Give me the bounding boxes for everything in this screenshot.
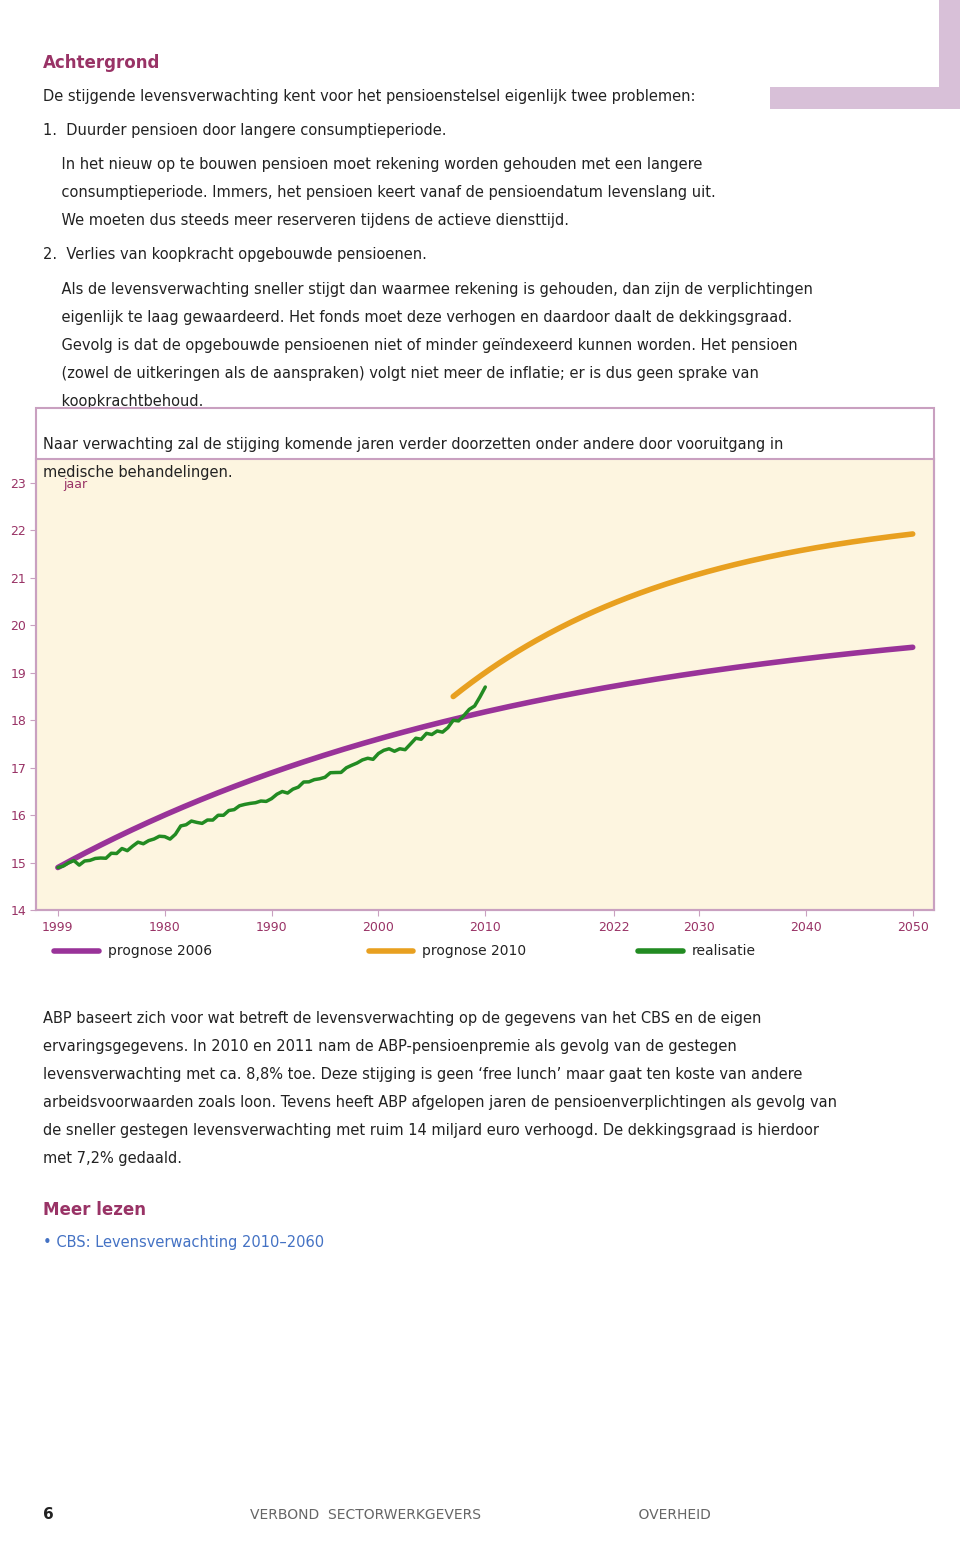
Text: met 7,2% gedaald.: met 7,2% gedaald. [43,1151,182,1167]
Text: koopkrachtbehoud.: koopkrachtbehoud. [43,394,204,409]
Text: (resterende) Levensverwachting op 65-jarige leeftijd in Nederland, 1970 – 2050 (: (resterende) Levensverwachting op 65-jar… [50,426,647,440]
Text: realisatie: realisatie [692,944,756,957]
Text: Meer lezen: Meer lezen [43,1201,146,1220]
Text: prognose 2010: prognose 2010 [422,944,527,957]
Text: De stijgende levensverwachting kent voor het pensioenstelsel eigenlijk twee prob: De stijgende levensverwachting kent voor… [43,89,696,104]
Text: • CBS: Levensverwachting 2010–2060: • CBS: Levensverwachting 2010–2060 [43,1235,324,1251]
Text: (zowel de uitkeringen als de aanspraken) volgt niet meer de inflatie; er is dus : (zowel de uitkeringen als de aanspraken)… [43,366,759,381]
Text: jaar: jaar [63,478,87,492]
Text: Achtergrond: Achtergrond [43,54,160,73]
Text: 2.  Verlies van koopkracht opgebouwde pensioenen.: 2. Verlies van koopkracht opgebouwde pen… [43,247,427,263]
Text: VERBOND  SECTORWERKGEVERS                                    OVERHEID: VERBOND SECTORWERKGEVERS OVERHEID [250,1508,710,1522]
Text: medische behandelingen.: medische behandelingen. [43,465,233,481]
Text: 1.  Duurder pensioen door langere consumptieperiode.: 1. Duurder pensioen door langere consump… [43,123,446,138]
Text: prognose 2006: prognose 2006 [108,944,212,957]
Text: In het nieuw op te bouwen pensioen moet rekening worden gehouden met een langere: In het nieuw op te bouwen pensioen moet … [43,157,703,173]
Text: arbeidsvoorwaarden zoals loon. Tevens heeft ABP afgelopen jaren de pensioenverpl: arbeidsvoorwaarden zoals loon. Tevens he… [43,1095,837,1111]
Text: eigenlijk te laag gewaardeerd. Het fonds moet deze verhogen en daardoor daalt de: eigenlijk te laag gewaardeerd. Het fonds… [43,310,792,325]
Text: 6: 6 [43,1506,54,1522]
Text: ABP baseert zich voor wat betreft de levensverwachting op de gegevens van het CB: ABP baseert zich voor wat betreft de lev… [43,1011,761,1027]
Text: Als de levensverwachting sneller stijgt dan waarmee rekening is gehouden, dan zi: Als de levensverwachting sneller stijgt … [43,282,813,297]
Text: de sneller gestegen levensverwachting met ruim 14 miljard euro verhoogd. De dekk: de sneller gestegen levensverwachting me… [43,1123,819,1139]
Text: Gevolg is dat de opgebouwde pensioenen niet of minder geïndexeerd kunnen worden.: Gevolg is dat de opgebouwde pensioenen n… [43,338,798,353]
Text: levensverwachting met ca. 8,8% toe. Deze stijging is geen ‘free lunch’ maar gaat: levensverwachting met ca. 8,8% toe. Deze… [43,1067,803,1083]
Text: Naar verwachting zal de stijging komende jaren verder doorzetten onder andere do: Naar verwachting zal de stijging komende… [43,437,783,453]
Text: consumptieperiode. Immers, het pensioen keert vanaf de pensioendatum levenslang : consumptieperiode. Immers, het pensioen … [43,185,716,201]
Polygon shape [770,0,939,87]
Text: We moeten dus steeds meer reserveren tijdens de actieve diensttijd.: We moeten dus steeds meer reserveren tij… [43,213,569,229]
Text: ervaringsgegevens. In 2010 en 2011 nam de ABP-pensioenpremie als gevolg van de g: ervaringsgegevens. In 2010 en 2011 nam d… [43,1039,737,1055]
FancyBboxPatch shape [770,0,960,109]
